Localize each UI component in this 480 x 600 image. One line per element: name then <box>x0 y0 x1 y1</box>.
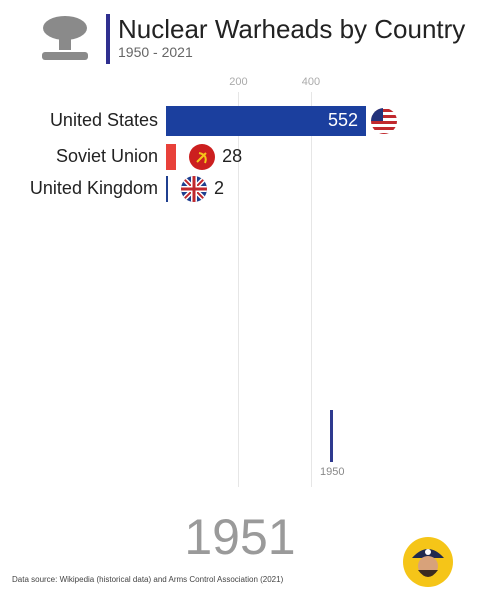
bar-value-label: 28 <box>222 146 243 166</box>
timeline-tick-label: 1950 <box>320 466 345 478</box>
x-tick-label: 400 <box>301 76 321 88</box>
gridline-200 <box>238 92 240 487</box>
chart-title: Nuclear Warheads by Country <box>118 14 466 44</box>
mushroom-cloud-icon <box>42 16 88 60</box>
bar-value-label: 2 <box>214 178 225 198</box>
bar-label: United States <box>49 110 158 130</box>
current-year: 1951 <box>184 509 296 565</box>
x-tick-label: 200 <box>229 76 248 88</box>
gridline-400 <box>310 92 312 487</box>
timeline-marker <box>330 410 333 462</box>
title-accent-bar <box>106 14 110 64</box>
us-flag-icon <box>371 108 397 134</box>
soviet-flag-icon <box>189 144 216 170</box>
chart-subtitle: 1950 - 2021 <box>118 44 193 60</box>
bar-value-label: 552 <box>328 110 359 130</box>
bar-label: United Kingdom <box>29 178 158 198</box>
uk-flag-icon <box>181 176 207 202</box>
piechartpirate-logo <box>403 537 453 587</box>
bar <box>166 106 366 136</box>
bar <box>166 176 168 202</box>
data-source-note: Data source: Wikipedia (historical data)… <box>12 575 284 584</box>
bar-label: Soviet Union <box>55 146 158 166</box>
bar <box>166 144 177 170</box>
